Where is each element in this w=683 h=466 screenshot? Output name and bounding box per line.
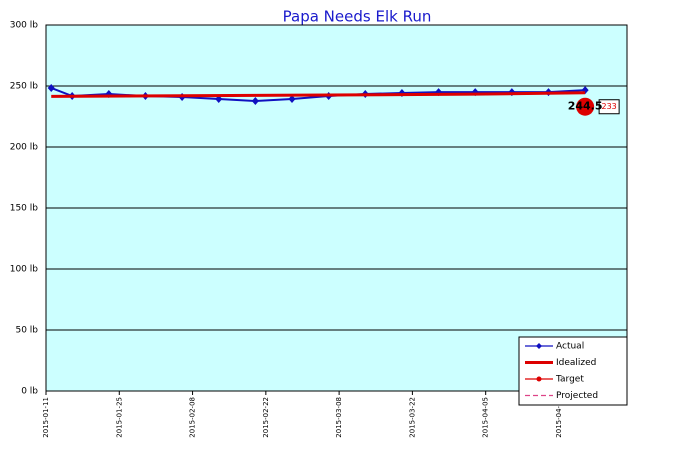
y-tick-label: 150 lb bbox=[10, 204, 39, 214]
target-label-box bbox=[598, 99, 620, 115]
x-tick-label: 2015-01-25 bbox=[115, 397, 123, 438]
point bbox=[288, 95, 296, 104]
annotation: 244.5 bbox=[568, 100, 603, 113]
chart-title: Papa Needs Elk Run bbox=[283, 8, 432, 26]
x-tick-label: 2015-01-11 bbox=[42, 397, 50, 438]
legend-label: Idealized bbox=[556, 358, 596, 368]
y-tick-label: 50 lb bbox=[15, 326, 38, 336]
legend-label: Projected bbox=[556, 391, 598, 401]
y-tick-label: 0 lb bbox=[21, 387, 38, 397]
legend-label: Actual bbox=[556, 342, 584, 352]
legend-box bbox=[518, 336, 628, 406]
x-tick-label: 2015-02-08 bbox=[189, 397, 197, 438]
legend: Actual Idealized Target Projected bbox=[518, 336, 628, 406]
y-tick-label: 100 lb bbox=[10, 265, 39, 275]
target-marker bbox=[576, 97, 595, 116]
target-label: 233 bbox=[601, 102, 616, 111]
x-tick-label: 2015-04-19 bbox=[555, 397, 563, 438]
y-tick-label: 200 lb bbox=[10, 143, 39, 153]
point bbox=[47, 83, 55, 92]
x-tick-label: 2015-04-05 bbox=[482, 397, 490, 438]
x-tick-label: 2015-03-08 bbox=[335, 397, 343, 438]
x-tick-label: 2015-03-22 bbox=[408, 397, 416, 438]
legend-marker bbox=[536, 343, 542, 349]
x-tick-label: 2015-02-22 bbox=[262, 397, 270, 438]
y-tick-label: 250 lb bbox=[10, 82, 39, 92]
point bbox=[251, 97, 259, 106]
series-line bbox=[51, 91, 586, 98]
y-tick-label: 300 lb bbox=[10, 21, 39, 31]
legend-label: Target bbox=[555, 375, 584, 385]
legend-marker bbox=[536, 376, 542, 382]
